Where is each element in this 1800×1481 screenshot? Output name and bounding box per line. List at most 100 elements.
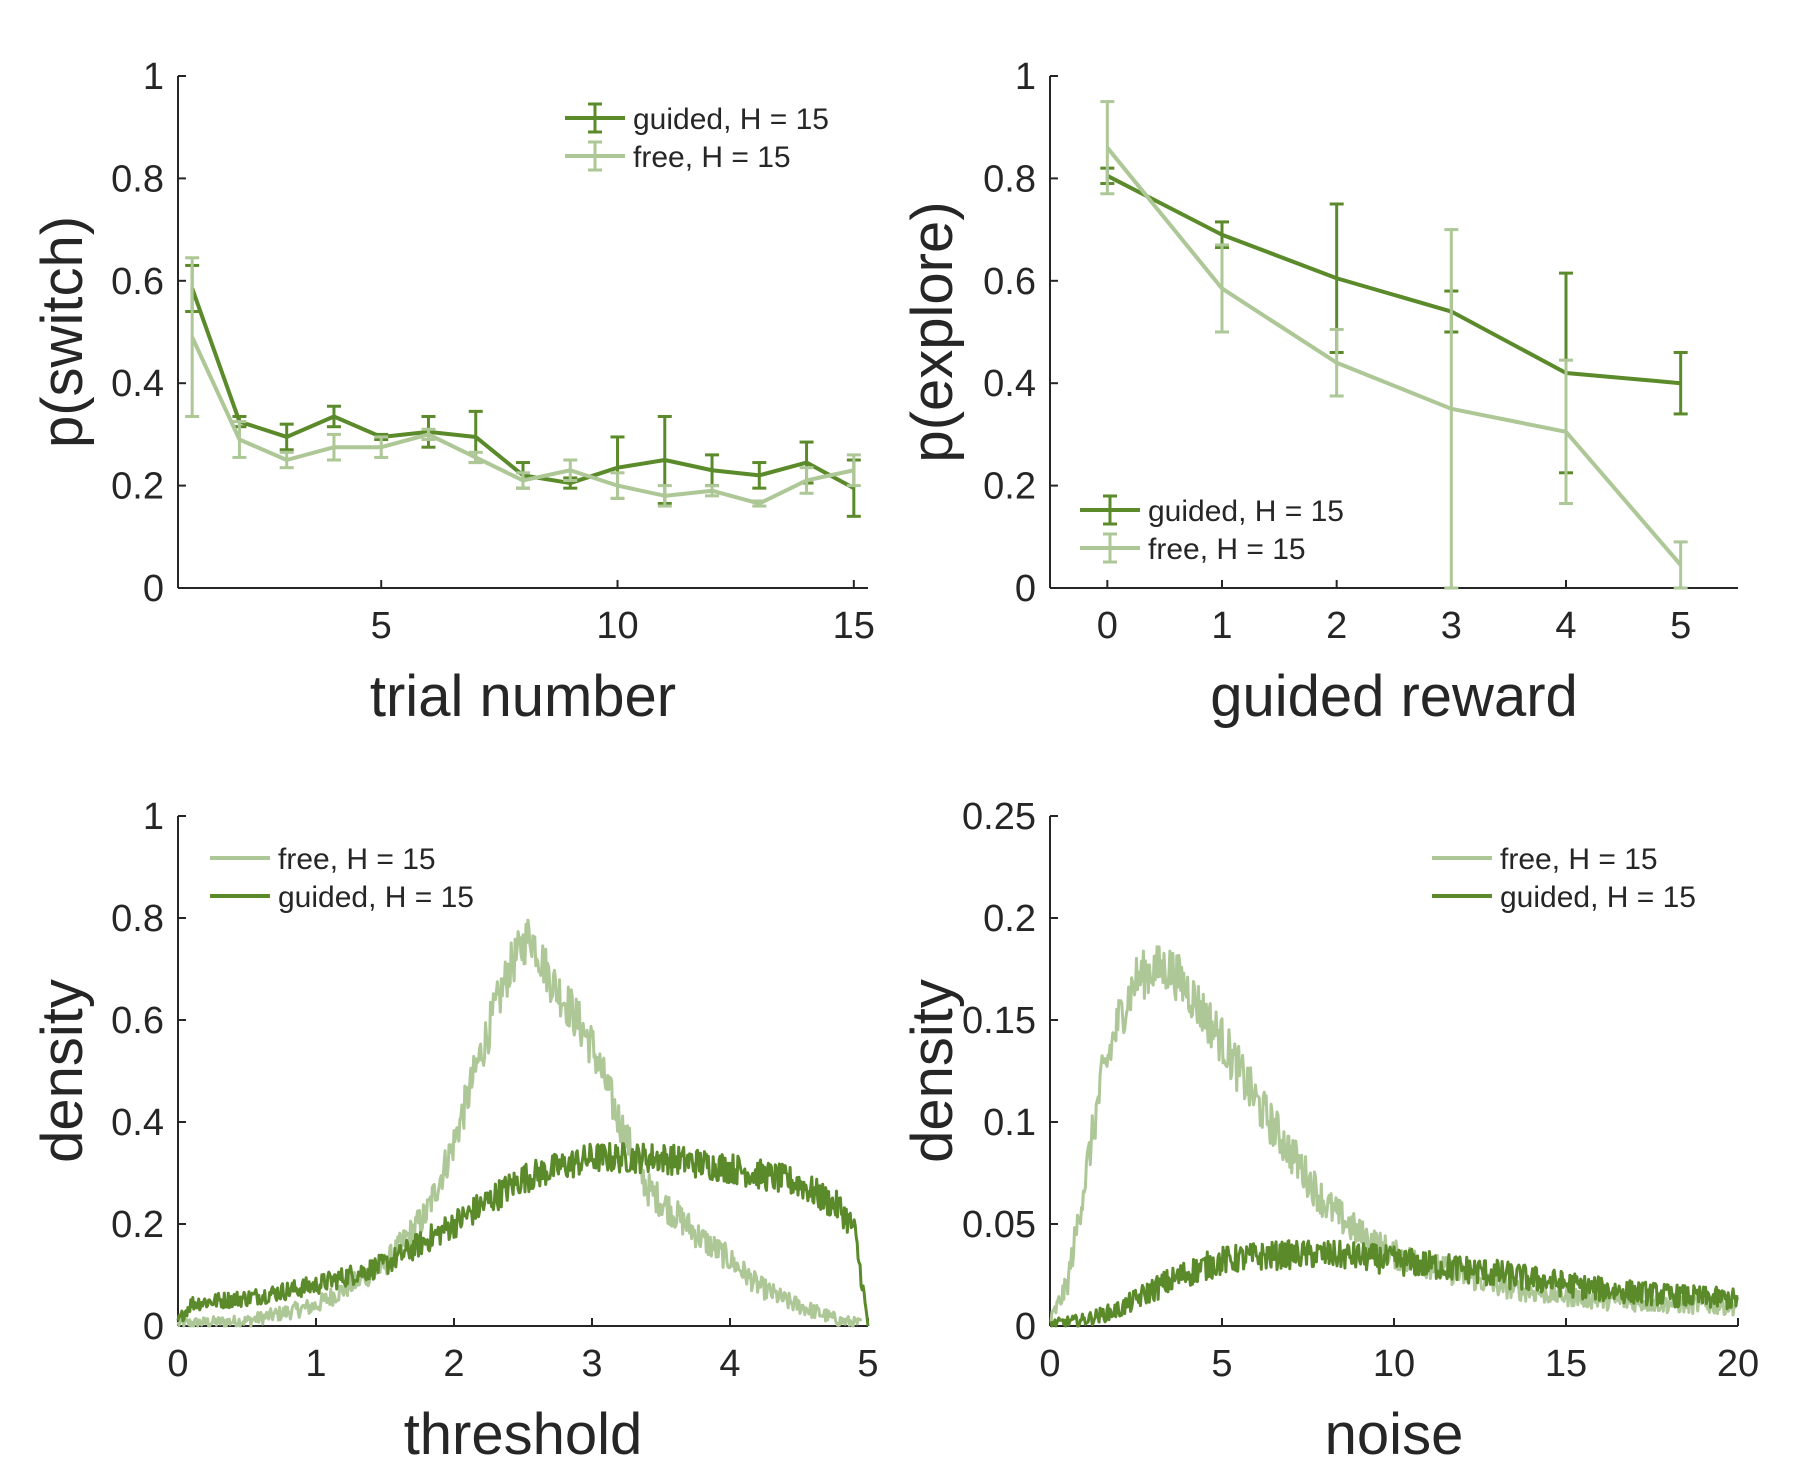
x-tick-label: 15 — [833, 605, 875, 647]
y-axis-title: density — [900, 979, 965, 1163]
error-bar — [279, 450, 294, 470]
series-free — [1100, 100, 1688, 590]
legend: guided, H = 15 free, H = 15 — [565, 102, 829, 174]
error-bar — [1444, 228, 1459, 590]
error-bar — [657, 484, 672, 508]
error-bar — [1329, 327, 1344, 398]
legend-item-free: free, H = 15 — [210, 843, 436, 876]
y-tick-label: 0 — [143, 1306, 164, 1348]
x-tick-label: 5 — [1670, 605, 1691, 647]
legend-label: guided, H = 15 — [633, 103, 829, 136]
error-bar — [563, 458, 578, 482]
x-tick-label: 5 — [857, 1343, 878, 1385]
y-tick-label: 1 — [1015, 56, 1036, 98]
legend-label: guided, H = 15 — [1500, 881, 1696, 914]
legend-item-guided: guided, H = 15 — [210, 881, 474, 914]
x-tick-label: 10 — [596, 605, 638, 647]
y-tick-label: 0.1 — [983, 1102, 1036, 1144]
chart-panel-explore: 0 0.2 0.4 0.6 0.8 1 0 1 2 3 4 5 guided reward p(explo… — [900, 56, 1738, 729]
y-tick-label: 0.4 — [111, 363, 164, 405]
error-bar — [326, 432, 341, 462]
y-tick-label: 0 — [143, 568, 164, 610]
x-tick-label: 10 — [1373, 1343, 1415, 1385]
y-tick-label: 0.6 — [111, 1000, 164, 1042]
error-bar — [279, 422, 294, 452]
chart-panel-threshold: 0 0.2 0.4 0.6 0.8 1 0 1 2 3 4 5 threshold density free… — [30, 796, 879, 1467]
error-bar — [610, 471, 625, 500]
y-tick-label: 1 — [143, 796, 164, 838]
error-bar — [846, 453, 861, 488]
legend-item-guided: guided, H = 15 — [1432, 881, 1696, 914]
x-axis-title: trial number — [370, 664, 676, 729]
series-line-guided — [176, 1142, 870, 1327]
error-bar — [1100, 100, 1115, 196]
y-tick-label: 0.6 — [983, 261, 1036, 303]
series-line-free — [1105, 146, 1683, 567]
legend-label: free, H = 15 — [278, 843, 436, 876]
legend: guided, H = 15 free, H = 15 — [1080, 494, 1344, 566]
legend: free, H = 15 guided, H = 15 — [210, 843, 474, 914]
series-free — [185, 256, 861, 508]
error-bar — [468, 450, 483, 465]
error-bar — [752, 461, 767, 490]
legend-label: free, H = 15 — [1500, 843, 1658, 876]
error-bar — [374, 435, 389, 459]
y-tick-label: 0.6 — [111, 261, 164, 303]
legend-item-free: free, H = 15 — [1432, 843, 1658, 876]
y-tick-label: 0.15 — [962, 1000, 1036, 1042]
y-tick-label: 0.2 — [111, 466, 164, 508]
y-tick-label: 0.2 — [983, 898, 1036, 940]
x-tick-label: 5 — [1211, 1343, 1232, 1385]
series-line-guided — [1049, 1239, 1739, 1328]
x-tick-label: 15 — [1545, 1343, 1587, 1385]
legend-label: guided, H = 15 — [1148, 495, 1344, 528]
y-tick-label: 0.2 — [111, 1204, 164, 1246]
x-tick-label: 1 — [305, 1343, 326, 1385]
y-tick-label: 0 — [1015, 568, 1036, 610]
error-bar — [1215, 243, 1229, 334]
y-tick-label: 0 — [1015, 1306, 1036, 1348]
y-tick-label: 0.8 — [111, 898, 164, 940]
x-tick-label: 3 — [1441, 605, 1462, 647]
y-tick-label: 0.8 — [111, 158, 164, 200]
x-tick-label: 4 — [1555, 605, 1576, 647]
x-tick-label: 0 — [1097, 605, 1118, 647]
error-bar — [1559, 358, 1573, 506]
y-tick-label: 0.05 — [962, 1204, 1036, 1246]
x-tick-label: 2 — [443, 1343, 464, 1385]
error-bar — [232, 420, 247, 459]
x-tick-label: 5 — [371, 605, 392, 647]
error-bar — [516, 471, 530, 490]
x-tick-label: 0 — [1039, 1343, 1060, 1385]
y-tick-label: 0.8 — [983, 158, 1036, 200]
error-bar — [185, 256, 200, 418]
legend-label: guided, H = 15 — [278, 881, 474, 914]
legend-item-guided: guided, H = 15 — [1080, 494, 1344, 528]
y-tick-label: 0.4 — [111, 1102, 164, 1144]
series-guided — [1100, 166, 1688, 475]
error-bar — [326, 404, 341, 429]
x-axis-title: noise — [1325, 1402, 1464, 1467]
error-bar — [1673, 540, 1688, 590]
series-line-free — [176, 918, 863, 1328]
y-tick-label: 0.2 — [983, 466, 1036, 508]
legend-label: free, H = 15 — [1148, 533, 1306, 566]
series-guided — [176, 1142, 870, 1327]
error-bar — [752, 499, 767, 508]
y-tick-label: 0.4 — [983, 363, 1036, 405]
error-bar — [1673, 350, 1688, 416]
series-line-guided — [1106, 174, 1681, 386]
x-tick-label: 3 — [581, 1343, 602, 1385]
series-free — [1049, 945, 1740, 1324]
legend-item-guided: guided, H = 15 — [565, 102, 829, 136]
x-tick-label: 20 — [1717, 1343, 1759, 1385]
legend: free, H = 15 guided, H = 15 — [1432, 843, 1696, 914]
chart-panel-noise: 0 0.05 0.1 0.15 0.2 0.25 0 5 10 15 20 noise density f… — [900, 796, 1759, 1467]
y-tick-label: 1 — [143, 56, 164, 98]
x-axis-title: guided reward — [1210, 664, 1578, 729]
x-axis-title: threshold — [404, 1402, 643, 1467]
error-bar — [705, 484, 720, 498]
legend-item-free: free, H = 15 — [565, 140, 791, 174]
